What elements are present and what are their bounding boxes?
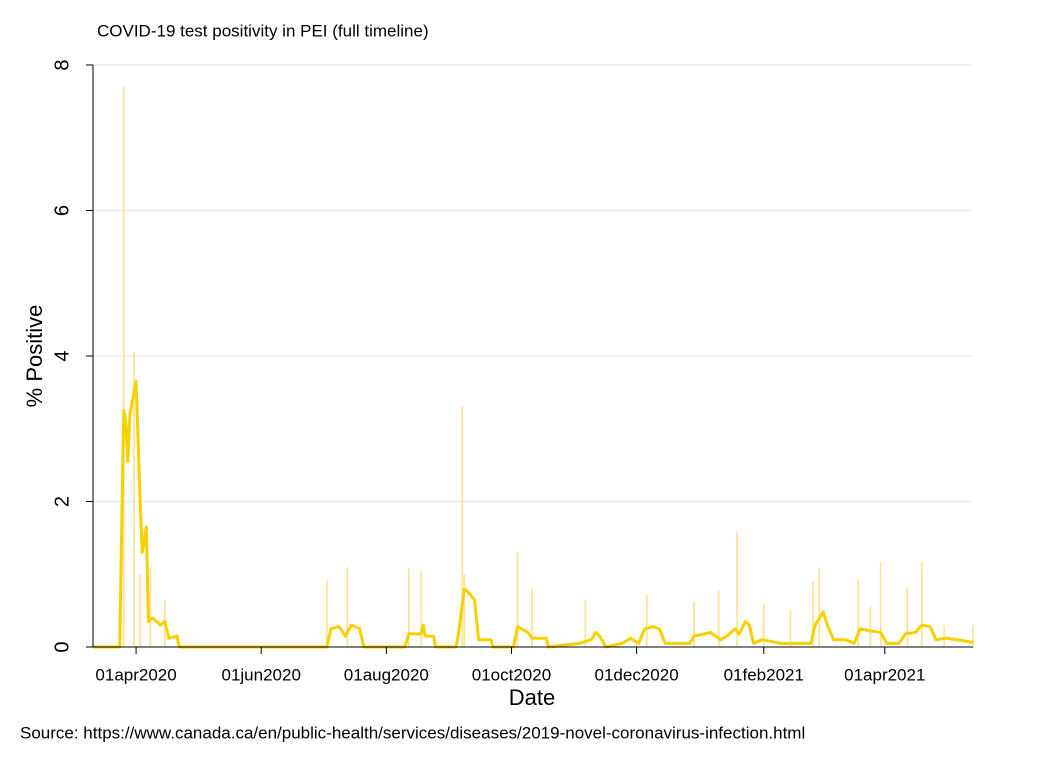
spike-bar [531, 588, 533, 647]
spike-bar [325, 580, 328, 647]
spike-bar [122, 86, 125, 647]
y-tick-label: 8 [51, 59, 73, 70]
spike-bar [943, 625, 946, 647]
spike-bar [906, 587, 909, 647]
source-note: Source: https://www.canada.ca/en/public-… [20, 723, 805, 742]
x-axis-label: Date [509, 685, 555, 710]
spike-bar [789, 610, 792, 647]
spike-bar [717, 590, 720, 647]
y-tick-label: 2 [51, 496, 73, 507]
x-tick-label: 01apr2021 [844, 665, 925, 684]
chart-title: COVID-19 test positivity in PEI (full ti… [97, 21, 429, 40]
x-tick-label: 01jun2020 [221, 665, 300, 684]
spike-bar [346, 566, 349, 647]
spike-bar [149, 566, 152, 647]
spike-bar [869, 606, 872, 647]
spike-bar [133, 352, 135, 647]
spike-bar [645, 594, 648, 647]
spike-bar [857, 580, 860, 647]
series-line [93, 379, 974, 649]
spike-bar [463, 574, 466, 647]
y-tick-label: 4 [51, 350, 73, 361]
spike-bar [693, 601, 695, 647]
spike-bar [139, 574, 142, 647]
spike-bar [879, 561, 882, 647]
spike-bar [516, 552, 519, 647]
y-tick-label: 0 [51, 641, 73, 652]
x-tick-label: 01feb2021 [724, 665, 804, 684]
spike-bar [461, 406, 464, 647]
y-tick-label: 6 [51, 205, 73, 216]
spike-bar [407, 568, 410, 647]
spike-bar [812, 581, 814, 647]
spike-bar [972, 625, 974, 647]
spike-bar [736, 532, 739, 647]
x-tick-label: 01dec2020 [595, 665, 679, 684]
spike-bar [818, 568, 821, 647]
spike-bar [420, 570, 423, 647]
spike-bar [584, 599, 587, 647]
spike-bar [762, 603, 765, 647]
y-axis-label: % Positive [22, 305, 47, 408]
x-tick-label: 01aug2020 [344, 665, 429, 684]
x-tick-label: 01oct2020 [472, 665, 551, 684]
spike-bar [920, 561, 923, 647]
x-tick-label: 01apr2020 [95, 665, 176, 684]
